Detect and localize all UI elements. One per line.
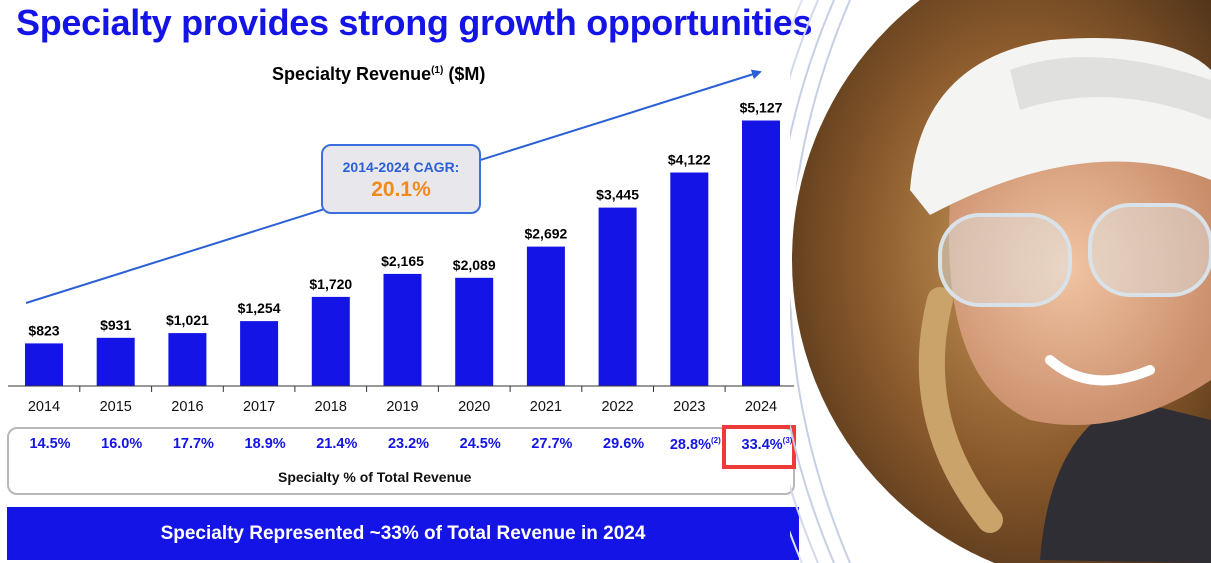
bar-2024 (742, 120, 780, 386)
specialty-pct-2014: 14.5% (29, 436, 70, 452)
bar-2016 (168, 333, 207, 386)
chart-title-text: Specialty Revenue (272, 64, 432, 84)
specialty-pct-2020: 24.5% (460, 436, 501, 452)
bar-value-label-2016: $1,021 (166, 312, 209, 328)
pct-value: 33.4% (741, 436, 783, 453)
bar-value-label-2017: $1,254 (238, 300, 281, 316)
x-axis-ticks: 2014 2015 2016 2017 2018 2019 2020 2021 2022 2023… (28, 386, 777, 415)
bar-value-label-2021: $2,692 (524, 226, 567, 242)
specialty-pct-caption: Specialty % of Total Revenue (278, 469, 472, 485)
bar-2018 (311, 296, 350, 386)
summary-banner: Specialty Represented ~33% of Total Reve… (7, 507, 799, 560)
pct-value: 17.7% (172, 436, 214, 452)
specialty-pct-2024: 33.4%(3) (742, 436, 793, 453)
bar-value-label-2020: $2,089 (453, 257, 496, 273)
bar-2015 (96, 337, 135, 386)
specialty-pct-2022: 29.6% (603, 436, 644, 452)
bar-value-label-2019: $2,165 (381, 253, 424, 269)
x-tick-label-2023: 2023 (673, 399, 705, 415)
bar-2023 (670, 172, 709, 386)
x-tick-label-2018: 2018 (315, 399, 347, 415)
pct-footnote: (2) (710, 436, 721, 445)
bar-value-label-2018: $1,720 (309, 276, 352, 292)
bar-value-label-2014: $823 (28, 322, 59, 338)
bar-2017 (240, 321, 279, 386)
pct-value: 29.6% (603, 436, 645, 452)
cagr-value: 20.1% (371, 178, 431, 201)
bar-2019 (383, 273, 422, 386)
pct-value: 21.4% (316, 436, 358, 452)
worker-photo (790, 0, 1211, 563)
pct-value: 28.8% (669, 436, 711, 453)
pct-value: 18.9% (244, 436, 286, 452)
x-tick-label-2016: 2016 (171, 399, 203, 415)
chart-title-footnote: (1) (431, 65, 444, 76)
bar-value-label-2022: $3,445 (596, 187, 639, 203)
specialty-pct-2019: 23.2% (388, 436, 429, 452)
specialty-pct-2016: 17.7% (173, 436, 214, 452)
x-tick-label-2021: 2021 (530, 399, 562, 415)
chart-title: Specialty Revenue(1) ($M) (272, 64, 485, 85)
specialty-pct-2015: 16.0% (101, 436, 142, 452)
x-tick-label-2017: 2017 (243, 399, 275, 415)
pct-value: 14.5% (29, 436, 71, 452)
page-title: Specialty provides strong growth opportu… (16, 2, 813, 43)
pct-2024-highlight (722, 425, 796, 469)
pct-value: 16.0% (101, 436, 143, 452)
pct-value: 23.2% (387, 436, 430, 452)
cagr-label: 2014-2024 CAGR: (342, 159, 460, 175)
pct-value: 27.7% (531, 436, 573, 452)
x-tick-label-2014: 2014 (28, 399, 60, 415)
bar-2022 (598, 207, 637, 386)
chart-title-unit: ($M) (448, 64, 486, 84)
x-tick-label-2024: 2024 (745, 399, 777, 415)
bar-2020 (455, 277, 494, 386)
specialty-pct-2017: 18.9% (245, 436, 286, 452)
bar-value-label-2024: $5,127 (740, 100, 783, 116)
specialty-pct-2021: 27.7% (531, 436, 572, 452)
specialty-pct-2023: 28.8%(2) (670, 436, 721, 453)
bar-value-label-2015: $931 (100, 317, 131, 333)
bars-group: $823 $931 $1,021 $1,254 $1,720 $2,165 $2,089 $2… (25, 100, 783, 386)
specialty-pct-row: 14.5% 16.0% 17.7% 18.9% 21.4% 23.2% 24.5% 27.7%… (0, 436, 792, 456)
pct-value: 24.5% (459, 436, 501, 452)
bar-value-label-2023: $4,122 (668, 152, 711, 168)
specialty-pct-2018: 21.4% (316, 436, 357, 452)
x-tick-label-2019: 2019 (386, 399, 418, 415)
x-tick-label-2022: 2022 (601, 399, 633, 415)
x-tick-label-2020: 2020 (458, 399, 490, 415)
cagr-callout: 2014-2024 CAGR: 20.1% (321, 144, 481, 214)
pct-footnote: (3) (782, 436, 793, 445)
revenue-bar-chart: $823 $931 $1,021 $1,254 $1,720 $2,165 $2,089 $2… (8, 69, 794, 415)
x-tick-label-2015: 2015 (100, 399, 132, 415)
bar-2014 (25, 343, 63, 386)
bar-2021 (526, 246, 565, 386)
